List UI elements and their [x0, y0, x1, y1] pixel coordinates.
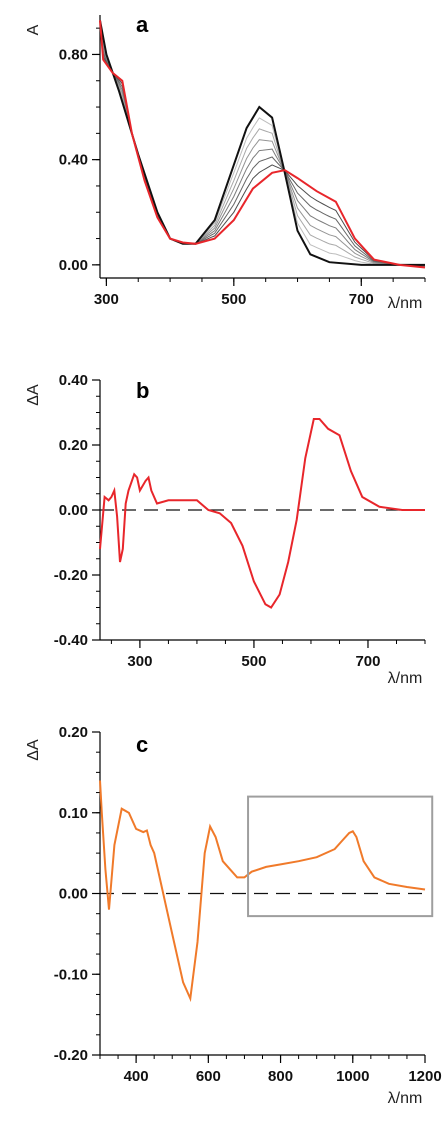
y-tick-label: 0.00 [59, 502, 88, 519]
panel-b: -0.40 -0.20 0.00 0.20 0.40 300 500 700 ΔA λ/nm b [25, 372, 426, 687]
spectrum-intermediate-line [99, 20, 426, 267]
x-axis-title: λ/nm [388, 295, 423, 312]
nir-highlight-box [247, 795, 434, 918]
x-tick-label: 500 [221, 291, 246, 308]
y-tick-label: 0.20 [59, 724, 88, 741]
x-tick-label: 800 [268, 1068, 293, 1085]
panel-a: 0.00 0.40 0.80 300 500 700 Aλ/nm a [25, 12, 426, 312]
x-axis-title: λ/nm [388, 1090, 423, 1107]
spectrum-intermediate-line [99, 20, 425, 266]
y-tick-label: 0.10 [59, 805, 88, 822]
spectrum-intermediate-line [99, 20, 426, 268]
y-axis-title: A [25, 24, 42, 35]
x-tick-label: 300 [94, 291, 119, 308]
panel-label: a [136, 12, 149, 37]
y-axis-title: ΔA [25, 739, 42, 761]
x-tick-label: 300 [127, 653, 152, 670]
panel-c: -0.20 -0.10 0.00 0.10 0.20 400 600 800 1000 1200 Δ… [25, 724, 442, 1107]
y-tick-label: 0.40 [59, 152, 88, 169]
difference-spectrum-line [99, 418, 425, 609]
difference-spectrum-line [99, 780, 426, 1003]
panel-label: b [136, 378, 149, 403]
y-tick-label: 0.20 [59, 437, 88, 454]
x-tick-label: 600 [196, 1068, 221, 1085]
x-tick-label: 700 [349, 291, 374, 308]
spectrum-intermediate-line [99, 20, 426, 267]
y-tick-label: 0.00 [59, 257, 88, 274]
x-tick-label: 1000 [336, 1068, 369, 1085]
y-tick-label: 0.00 [59, 886, 88, 903]
y-axis-title: ΔA [25, 384, 42, 406]
y-tick-label: -0.40 [54, 632, 88, 649]
y-tick-label: 0.40 [59, 372, 88, 389]
spectrum-intermediate-line [99, 20, 426, 268]
spectrum-final-line [99, 20, 426, 269]
y-tick-label: -0.10 [54, 966, 88, 983]
panel-label: c [136, 732, 148, 757]
y-tick-label: -0.20 [54, 1047, 88, 1064]
x-tick-label: 700 [355, 653, 380, 670]
x-tick-label: 1200 [408, 1068, 441, 1085]
x-axis-title: λ/nm [388, 670, 423, 687]
x-tick-label: 500 [241, 653, 266, 670]
x-tick-label: 400 [124, 1068, 149, 1085]
y-tick-label: 0.80 [59, 46, 88, 63]
spectrum-initial-line [99, 20, 425, 266]
y-tick-label: -0.20 [54, 567, 88, 584]
spectrum-intermediate-line [99, 20, 426, 267]
